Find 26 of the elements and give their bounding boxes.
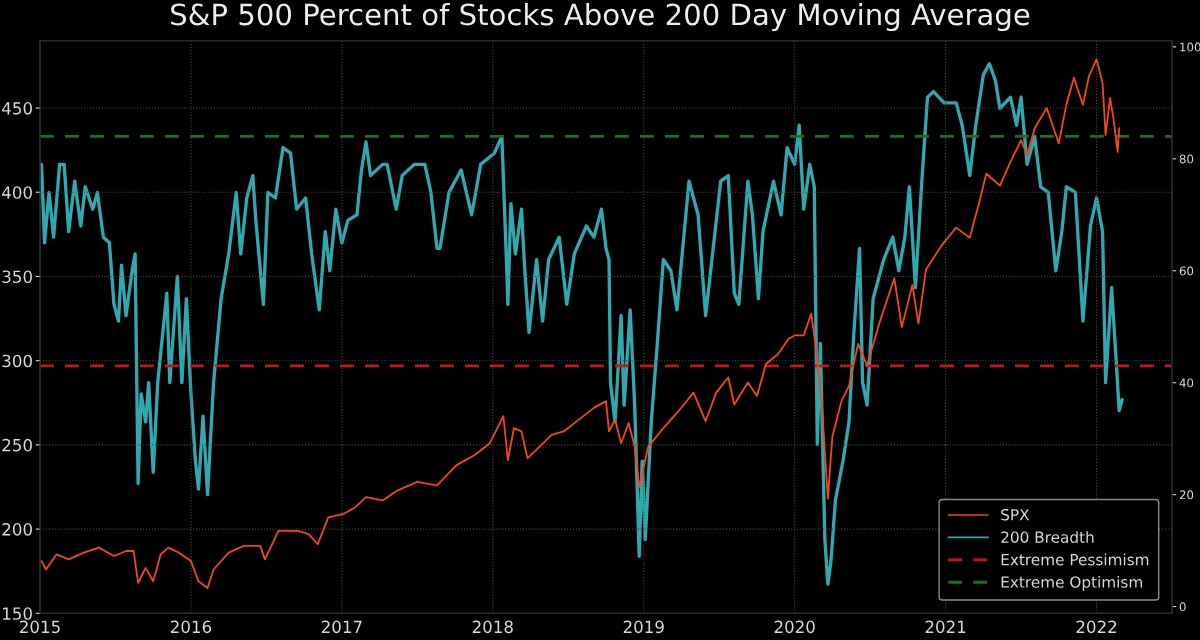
y-tick-label: 400 bbox=[2, 186, 32, 199]
legend-label: Extreme Optimism bbox=[1001, 575, 1142, 591]
y2-tick-label: 100 bbox=[1180, 42, 1200, 52]
y-tick-label: 450 bbox=[2, 102, 32, 115]
y-tick-label: 150 bbox=[3, 607, 32, 620]
x-tick-label: 2020 bbox=[774, 620, 815, 634]
y2-tick-label: 0 bbox=[1179, 602, 1186, 612]
chart-title: S&P 500 Percent of Stocks Above 200 Day Moving Average bbox=[171, 2, 1030, 32]
legend-label: SPX bbox=[1001, 508, 1030, 521]
y2-tick-label: 80 bbox=[1179, 154, 1194, 164]
x-tick-label: 2021 bbox=[925, 620, 966, 634]
y-tick-label: 300 bbox=[2, 354, 32, 368]
y2-tick-label: 40 bbox=[1179, 378, 1194, 388]
y-tick-label: 350 bbox=[2, 270, 32, 284]
legend-label: 200 Breadth bbox=[1001, 531, 1094, 543]
x-tick-label: 2019 bbox=[623, 620, 664, 634]
x-tick-label: 2018 bbox=[472, 620, 513, 634]
x-tick-label: 2022 bbox=[1076, 620, 1117, 634]
y-tick-label: 250 bbox=[2, 438, 32, 452]
x-tick-label: 2016 bbox=[170, 620, 212, 634]
legend-label: Extreme Pessimism bbox=[1001, 553, 1149, 566]
y-tick-label: 200 bbox=[2, 523, 32, 536]
y2-tick-label: 60 bbox=[1179, 266, 1194, 276]
x-tick-label: 2017 bbox=[321, 620, 362, 634]
y2-tick-label: 20 bbox=[1179, 490, 1194, 500]
x-tick-label: 2015 bbox=[20, 620, 60, 634]
